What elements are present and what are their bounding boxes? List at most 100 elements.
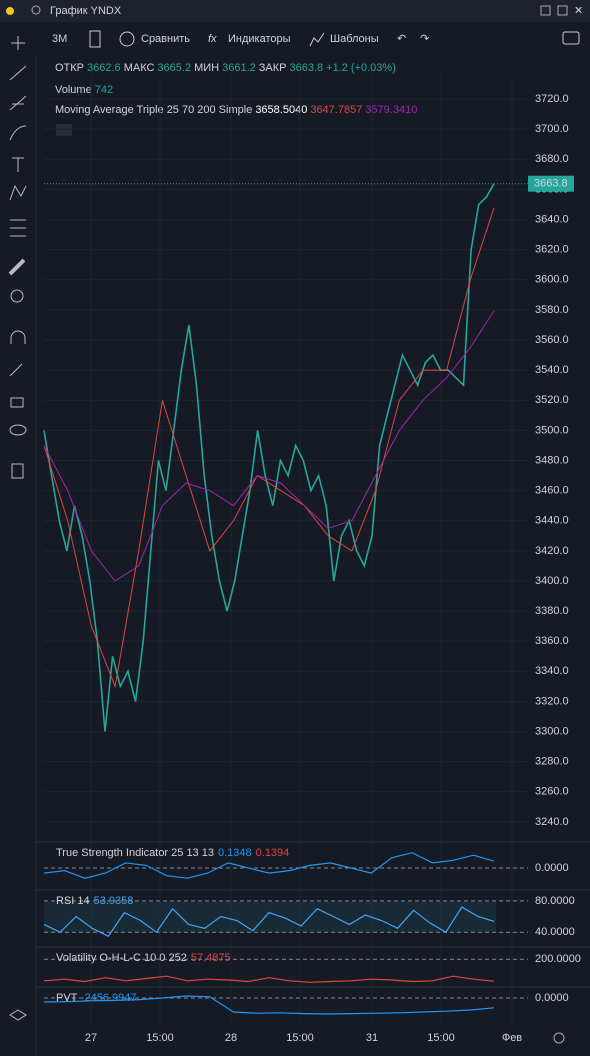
price-line	[43, 183, 495, 732]
layers-tool[interactable]	[9, 1009, 27, 1021]
status-dot	[6, 7, 14, 15]
price-line	[43, 207, 495, 689]
indicators-btn[interactable]: Индикаторы	[228, 33, 291, 45]
indicator-line	[43, 852, 495, 879]
legend-item: 3661.2	[222, 62, 256, 74]
indicator-legend: PVT -2456.9947	[56, 992, 136, 1004]
fx-icon: fx	[208, 33, 217, 45]
window-btn[interactable]	[557, 5, 568, 16]
x-tick-label: 15:00	[427, 1032, 455, 1044]
title-bar	[0, 0, 590, 22]
collapse-legend[interactable]	[56, 124, 72, 136]
y-tick-label: 3280.0	[535, 756, 569, 768]
indicator-line	[43, 995, 495, 1015]
indicator-legend-item: 57.4875	[191, 952, 231, 964]
indicator-legend: Volatility O-H-L-C 10 0 252 57.4875	[56, 952, 231, 964]
x-tick-label: 28	[225, 1032, 237, 1044]
y-tick-label: 3240.0	[535, 816, 569, 828]
y-tick-label: 3680.0	[535, 153, 569, 165]
indicator-legend-item: 0.1394	[256, 847, 290, 859]
y-tick-label: 3480.0	[535, 454, 569, 466]
y-tick-label: 3720.0	[535, 93, 569, 105]
indicator-tick-label: 40.0000	[535, 926, 575, 938]
indicator-legend-item: 53.9358	[94, 895, 134, 907]
y-tick-label: 3520.0	[535, 394, 569, 406]
fib-tool[interactable]	[9, 95, 27, 111]
ruler-tool[interactable]	[8, 258, 26, 276]
legend-item: МИН	[194, 62, 219, 74]
indicator-tick-label: 0.0000	[535, 862, 569, 874]
y-tick-label: 3420.0	[535, 545, 569, 557]
last-price-label: 3663.8	[534, 178, 568, 190]
interval-btn[interactable]: 3M	[52, 33, 67, 45]
y-tick-label: 3360.0	[535, 635, 569, 647]
legend-item: 3658.5040	[255, 104, 307, 116]
y-tick-label: 3400.0	[535, 575, 569, 587]
templates-icon	[309, 32, 325, 47]
indicator-legend: RSI 14 53.9358	[56, 895, 133, 907]
compare-btn[interactable]: Сравнить	[141, 33, 190, 45]
search-icon[interactable]	[31, 5, 41, 15]
legend-item: ЗАКР	[259, 62, 287, 74]
pattern-tool[interactable]	[9, 184, 27, 201]
y-tick-label: 3320.0	[535, 695, 569, 707]
indicator-legend-item: PVT	[56, 992, 78, 1004]
text-tool[interactable]	[12, 157, 24, 172]
indicator-legend-item: Volatility O-H-L-C 10 0 252	[56, 952, 187, 964]
x-tick-label: 27	[85, 1032, 97, 1044]
x-tick-label: Фев	[502, 1032, 522, 1044]
legend-row: Moving Average Triple 25 70 200 Simple 36…	[55, 104, 417, 116]
crosshair-tool[interactable]	[11, 36, 25, 50]
compare-icon[interactable]	[119, 31, 135, 47]
delete-tool[interactable]	[11, 463, 24, 479]
settings-btn[interactable]	[540, 5, 551, 16]
y-tick-label: 3540.0	[535, 364, 569, 376]
legend-item: ОТКР	[55, 62, 84, 74]
y-tick-label: 3300.0	[535, 725, 569, 737]
y-tick-label: 3560.0	[535, 334, 569, 346]
indicator-legend-item: RSI 14	[56, 895, 90, 907]
undo-btn[interactable]: ↶	[397, 33, 406, 45]
magnet-tool[interactable]	[10, 330, 26, 344]
legend-item: МАКС	[124, 62, 155, 74]
indicator-tick-label: 0.0000	[535, 992, 569, 1004]
y-tick-label: 3440.0	[535, 515, 569, 527]
y-tick-label: 3260.0	[535, 786, 569, 798]
redo-btn[interactable]: ↷	[420, 33, 429, 45]
legend-row: ОТКР 3662.6 МАКС 3665.2 МИН 3661.2 ЗАКР 3663.8 +…	[55, 62, 396, 74]
close-btn[interactable]: ✕	[574, 5, 583, 17]
lock-draw-tool[interactable]	[9, 363, 23, 377]
legend-item: 3647.7857	[310, 104, 362, 116]
legend-item: Moving Average Triple 25 70 200 Simple	[55, 104, 252, 116]
brush-tool[interactable]	[9, 125, 27, 141]
last-price-box	[528, 175, 574, 192]
hide-tool[interactable]	[9, 424, 27, 436]
candle-icon[interactable]	[89, 30, 101, 48]
y-tick-label: 3380.0	[535, 605, 569, 617]
y-tick-label: 3640.0	[535, 213, 569, 225]
legend-item: 3662.6	[87, 62, 121, 74]
zoom-tool[interactable]	[10, 289, 24, 303]
y-tick-label: 3700.0	[535, 123, 569, 135]
axis-settings[interactable]	[553, 1032, 565, 1044]
templates-btn[interactable]: Шаблоны	[330, 33, 379, 45]
title: График YNDX	[50, 5, 122, 17]
legend-item: 3579.3410	[365, 104, 417, 116]
plot: ОТКР 3662.6 МАКС 3665.2 МИН 3661.2 ЗАКР 3663.8 +…	[36, 62, 590, 1044]
line-tool[interactable]	[9, 65, 27, 81]
prediction-tool[interactable]	[10, 219, 26, 237]
legend-row: Volume 742	[55, 84, 113, 96]
indicator-tick-label: 80.0000	[535, 895, 575, 907]
indicator-line	[43, 906, 495, 937]
indicator-legend-item: 0.1348	[218, 847, 252, 859]
screenshot-btn[interactable]	[562, 31, 580, 45]
x-tick-label: 31	[366, 1032, 378, 1044]
legend-item: 3665.2	[157, 62, 191, 74]
lock-tool[interactable]	[10, 397, 24, 408]
legend-item: Volume	[55, 84, 92, 96]
legend-item: 742	[95, 84, 113, 96]
indicator-tick-label: 200.0000	[535, 953, 581, 965]
indicator-legend-item: True Strength Indicator 25 13 13	[56, 847, 214, 859]
